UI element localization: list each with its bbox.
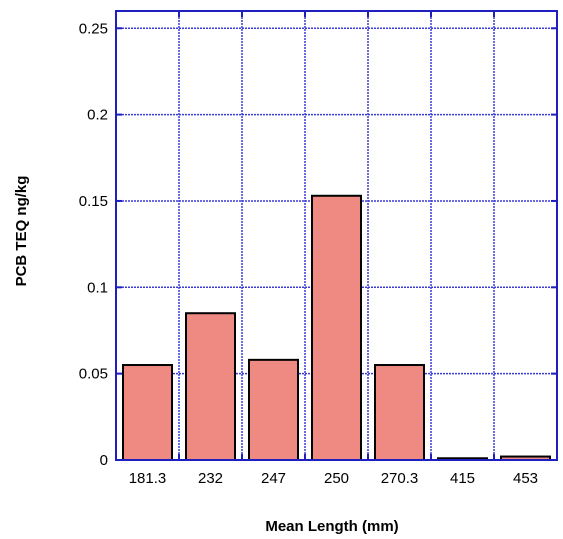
bars [122,194,551,462]
x-axis-title: Mean Length (mm) [265,518,398,535]
y-axis-title: PCB TEQ ng/kg [13,176,30,287]
x-tick-label: 232 [198,470,223,487]
bar-247 [248,358,299,462]
x-tick-label: 181.3 [129,470,167,487]
bar-181.3 [122,364,173,461]
x-tick-label: 453 [513,470,538,487]
plot-frame [115,10,558,461]
x-axis-ticks: 181.3 232 247 250 270.3 415 453 [129,11,538,487]
y-tick-label: 0.1 [87,279,108,296]
x-tick-label: 415 [450,470,475,487]
bar-232 [185,312,236,462]
bar-270.3 [374,364,425,461]
y-axis-ticks: 0 0.05 0.1 0.15 0.2 0.25 [79,20,557,469]
x-tick-label: 250 [324,470,349,487]
y-tick-label: 0.25 [79,20,108,37]
y-tick-label: 0 [100,452,108,469]
bar-250 [311,194,362,461]
y-tick-label: 0.15 [79,193,108,210]
y-tick-label: 0.2 [87,107,108,124]
x-tick-label: 247 [261,470,286,487]
x-tick-label: 270.3 [381,470,419,487]
y-tick-label: 0.05 [79,366,108,383]
